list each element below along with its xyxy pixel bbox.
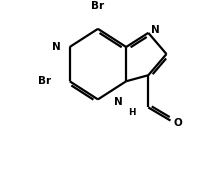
Text: Br: Br [91,1,105,11]
Text: N: N [114,97,122,107]
Text: N: N [151,25,160,35]
Text: N: N [52,42,61,52]
Text: O: O [173,118,182,128]
Text: Br: Br [38,76,51,86]
Text: H: H [129,108,136,117]
